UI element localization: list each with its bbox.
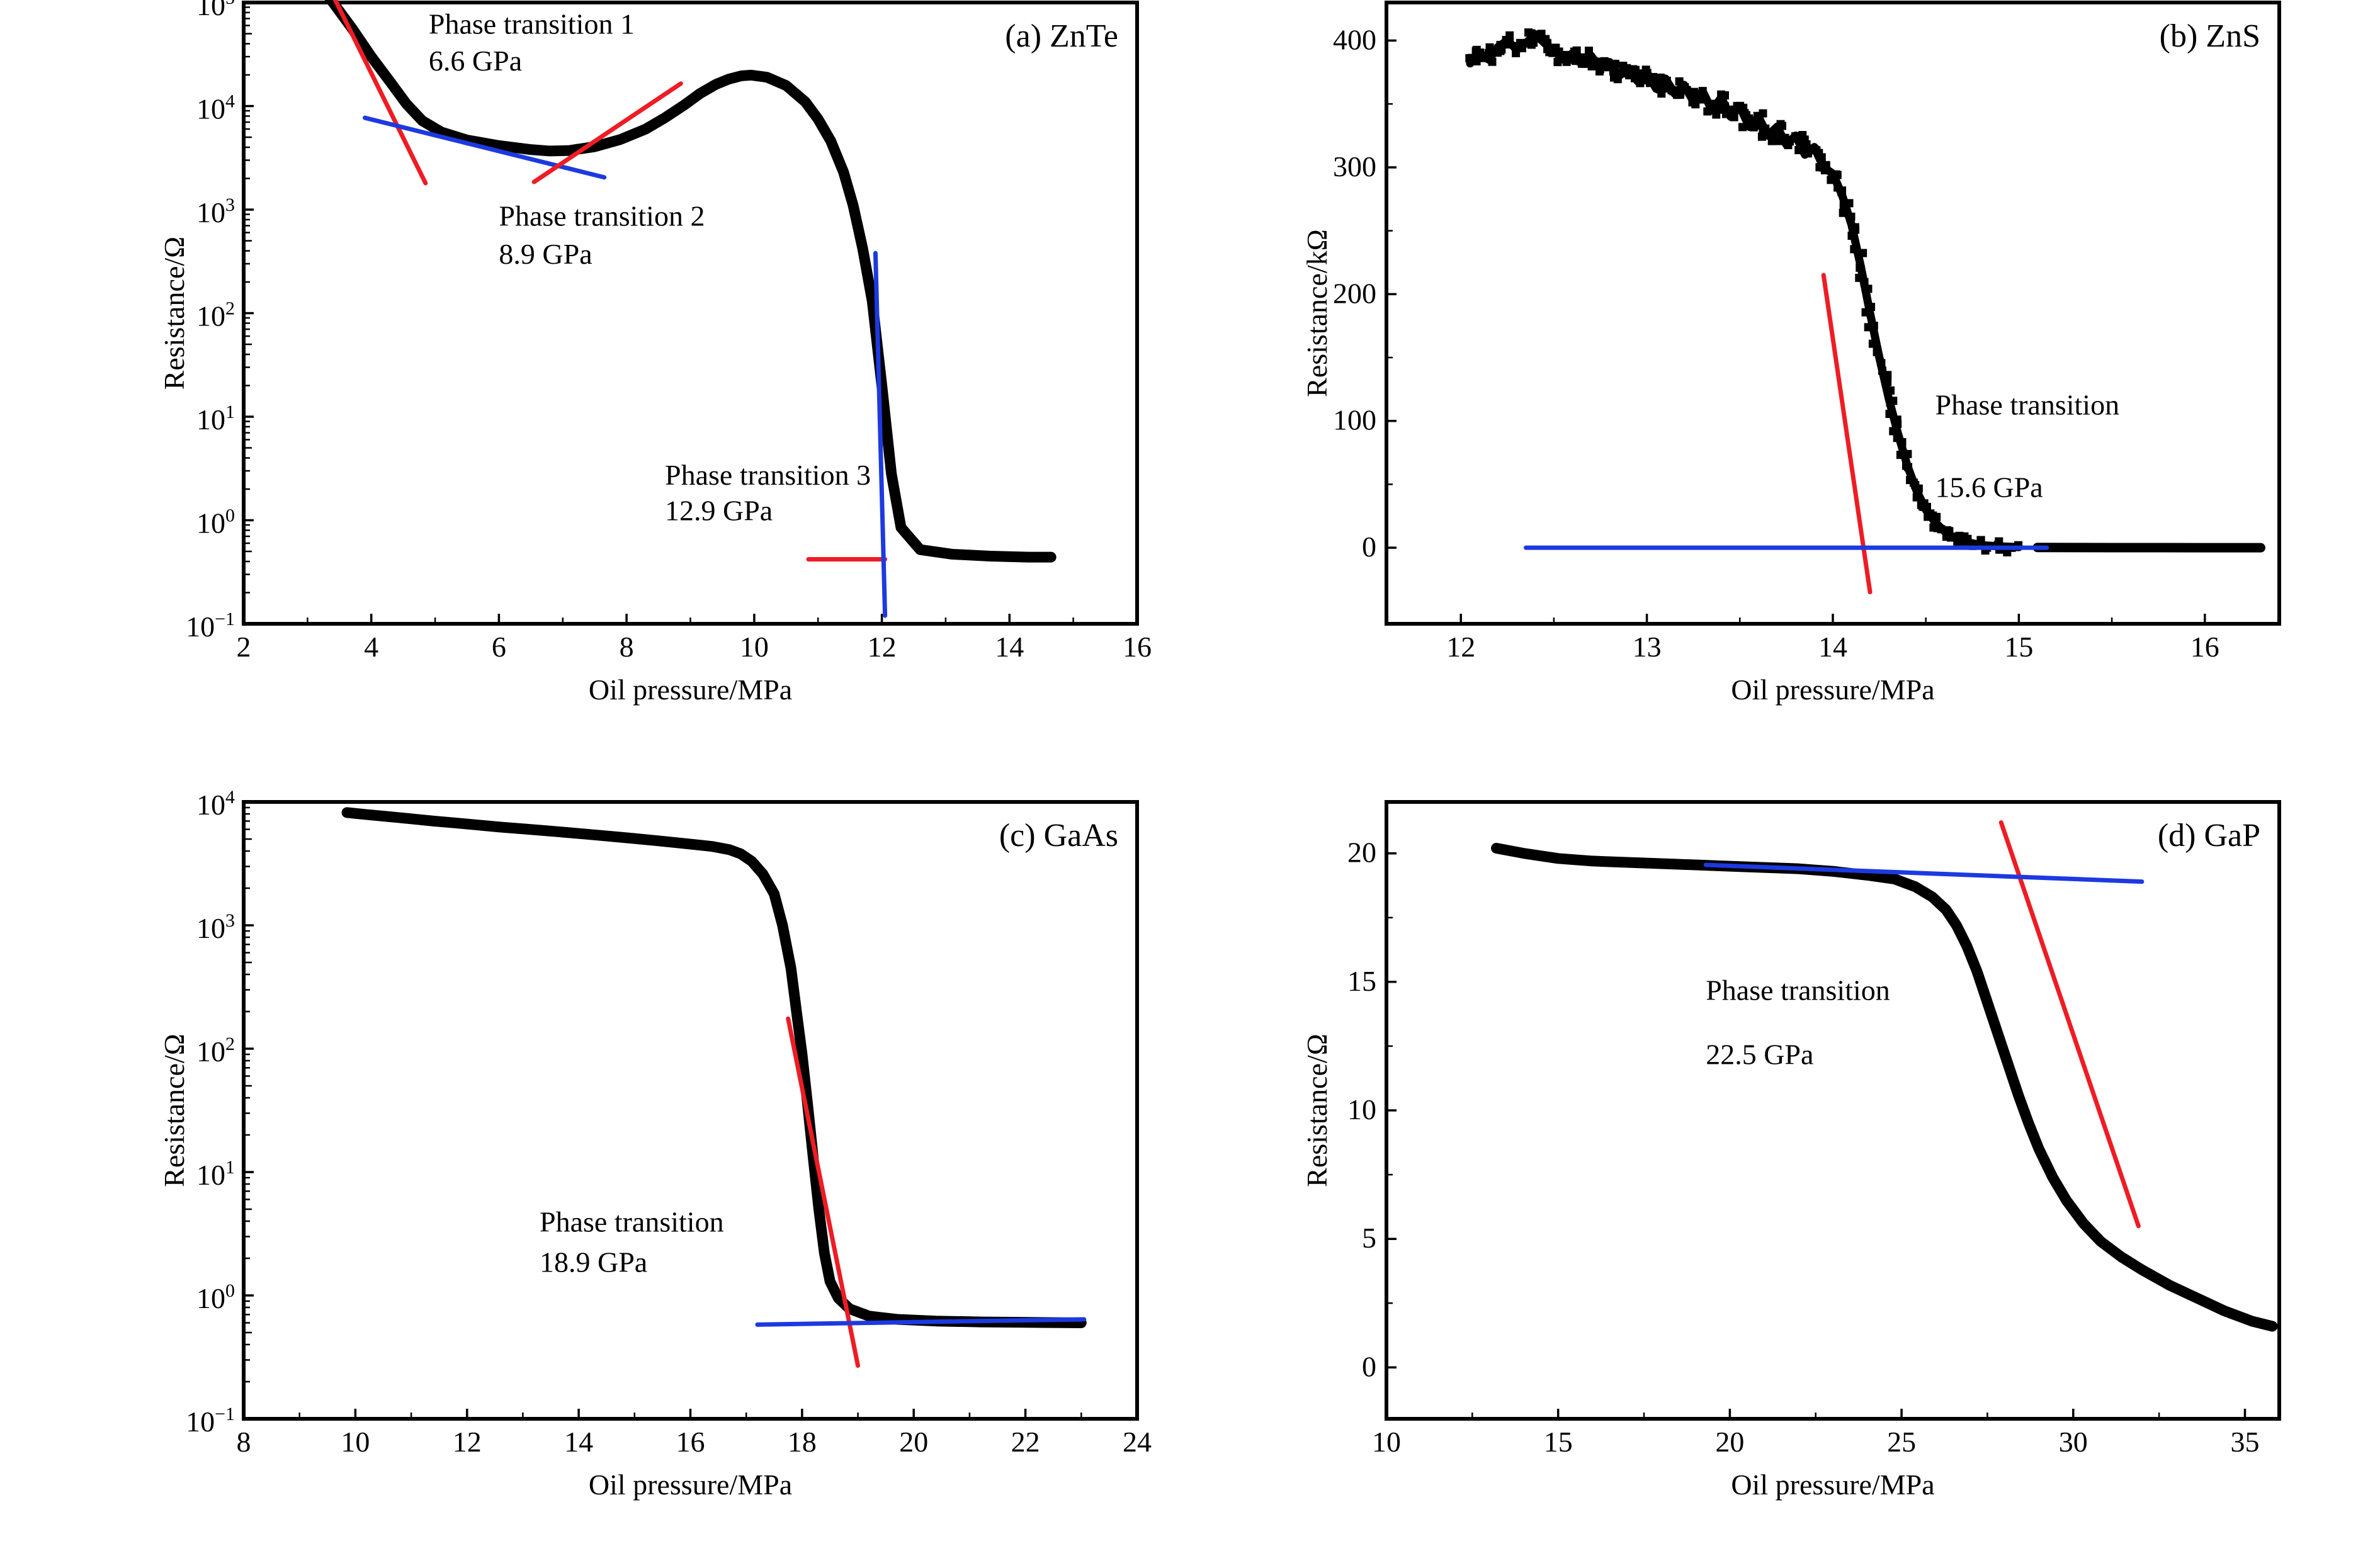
svg-text:20: 20 (1715, 1426, 1744, 1458)
svg-text:13: 13 (1633, 631, 1662, 663)
svg-text:10: 10 (740, 631, 769, 663)
svg-text:Phase transition 3: Phase transition 3 (665, 459, 871, 491)
svg-text:101: 101 (196, 402, 235, 436)
svg-text:6: 6 (492, 631, 506, 663)
svg-text:8.9 GPa: 8.9 GPa (499, 238, 592, 270)
svg-text:(d) GaP: (d) GaP (2158, 818, 2260, 854)
svg-text:Phase transition: Phase transition (1935, 389, 2120, 421)
svg-text:10−1: 10−1 (186, 1404, 235, 1438)
svg-text:100: 100 (1333, 404, 1376, 436)
svg-text:300: 300 (1333, 150, 1376, 183)
svg-text:Oil pressure/MPa: Oil pressure/MPa (1731, 674, 1934, 706)
svg-text:14: 14 (564, 1426, 593, 1458)
svg-text:Resistance/kΩ: Resistance/kΩ (1301, 229, 1333, 397)
svg-text:0: 0 (1362, 1350, 1376, 1382)
svg-text:4: 4 (364, 631, 378, 663)
svg-text:12: 12 (868, 631, 897, 663)
svg-text:10: 10 (1372, 1426, 1401, 1458)
svg-text:200: 200 (1333, 277, 1376, 309)
svg-text:8: 8 (620, 631, 634, 663)
svg-text:101: 101 (196, 1157, 235, 1191)
svg-text:35: 35 (2231, 1426, 2260, 1458)
svg-text:2: 2 (237, 631, 251, 663)
svg-text:100: 100 (196, 1280, 235, 1314)
svg-text:103: 103 (196, 910, 235, 944)
svg-text:Oil pressure/MPa: Oil pressure/MPa (589, 1469, 792, 1501)
svg-text:10: 10 (341, 1426, 370, 1458)
svg-text:12.9 GPa: 12.9 GPa (665, 495, 773, 527)
svg-text:Phase transition 1: Phase transition 1 (429, 8, 635, 40)
svg-text:20: 20 (899, 1426, 928, 1458)
svg-text:15: 15 (1544, 1426, 1573, 1458)
svg-text:104: 104 (196, 787, 235, 821)
svg-text:Phase transition: Phase transition (1706, 974, 1890, 1006)
svg-text:12: 12 (453, 1426, 482, 1458)
svg-text:22.5 GPa: 22.5 GPa (1706, 1039, 1813, 1071)
svg-text:Resistance/Ω: Resistance/Ω (158, 1034, 190, 1187)
svg-text:12: 12 (1446, 631, 1475, 663)
svg-text:Resistance/Ω: Resistance/Ω (158, 237, 190, 390)
svg-text:(b) ZnS: (b) ZnS (2160, 18, 2260, 54)
svg-text:(c) GaAs: (c) GaAs (999, 818, 1118, 854)
svg-text:103: 103 (196, 195, 235, 228)
svg-text:400: 400 (1333, 23, 1376, 55)
svg-text:6.6 GPa: 6.6 GPa (429, 45, 522, 77)
svg-text:25: 25 (1887, 1426, 1916, 1458)
svg-text:102: 102 (196, 1034, 235, 1068)
svg-text:22: 22 (1011, 1426, 1040, 1458)
svg-text:14: 14 (995, 631, 1024, 663)
svg-text:15: 15 (1347, 965, 1376, 997)
svg-text:10: 10 (1347, 1093, 1376, 1125)
svg-text:Phase transition 2: Phase transition 2 (499, 200, 705, 232)
svg-text:24: 24 (1123, 1426, 1152, 1458)
svg-text:Phase transition: Phase transition (540, 1205, 724, 1238)
svg-text:0: 0 (1362, 531, 1376, 563)
svg-text:16: 16 (676, 1426, 705, 1458)
svg-text:8: 8 (237, 1426, 251, 1458)
svg-text:102: 102 (196, 298, 235, 332)
svg-text:(a) ZnTe: (a) ZnTe (1005, 18, 1118, 54)
svg-text:Oil pressure/MPa: Oil pressure/MPa (1731, 1469, 1934, 1501)
svg-text:18: 18 (788, 1426, 817, 1458)
svg-text:18.9 GPa: 18.9 GPa (540, 1246, 647, 1278)
svg-text:105: 105 (196, 0, 235, 21)
svg-text:104: 104 (196, 91, 235, 125)
svg-text:14: 14 (1818, 631, 1847, 663)
svg-text:15: 15 (2004, 631, 2033, 663)
svg-text:Resistance/Ω: Resistance/Ω (1301, 1034, 1333, 1187)
svg-text:5: 5 (1362, 1222, 1376, 1254)
svg-text:16: 16 (2190, 631, 2219, 663)
svg-text:15.6 GPa: 15.6 GPa (1935, 471, 2043, 504)
svg-text:10−1: 10−1 (186, 609, 235, 643)
svg-text:20: 20 (1347, 837, 1376, 869)
svg-text:16: 16 (1123, 631, 1152, 663)
svg-text:Oil pressure/MPa: Oil pressure/MPa (589, 674, 792, 706)
svg-text:30: 30 (2059, 1426, 2088, 1458)
svg-text:100: 100 (196, 505, 235, 539)
